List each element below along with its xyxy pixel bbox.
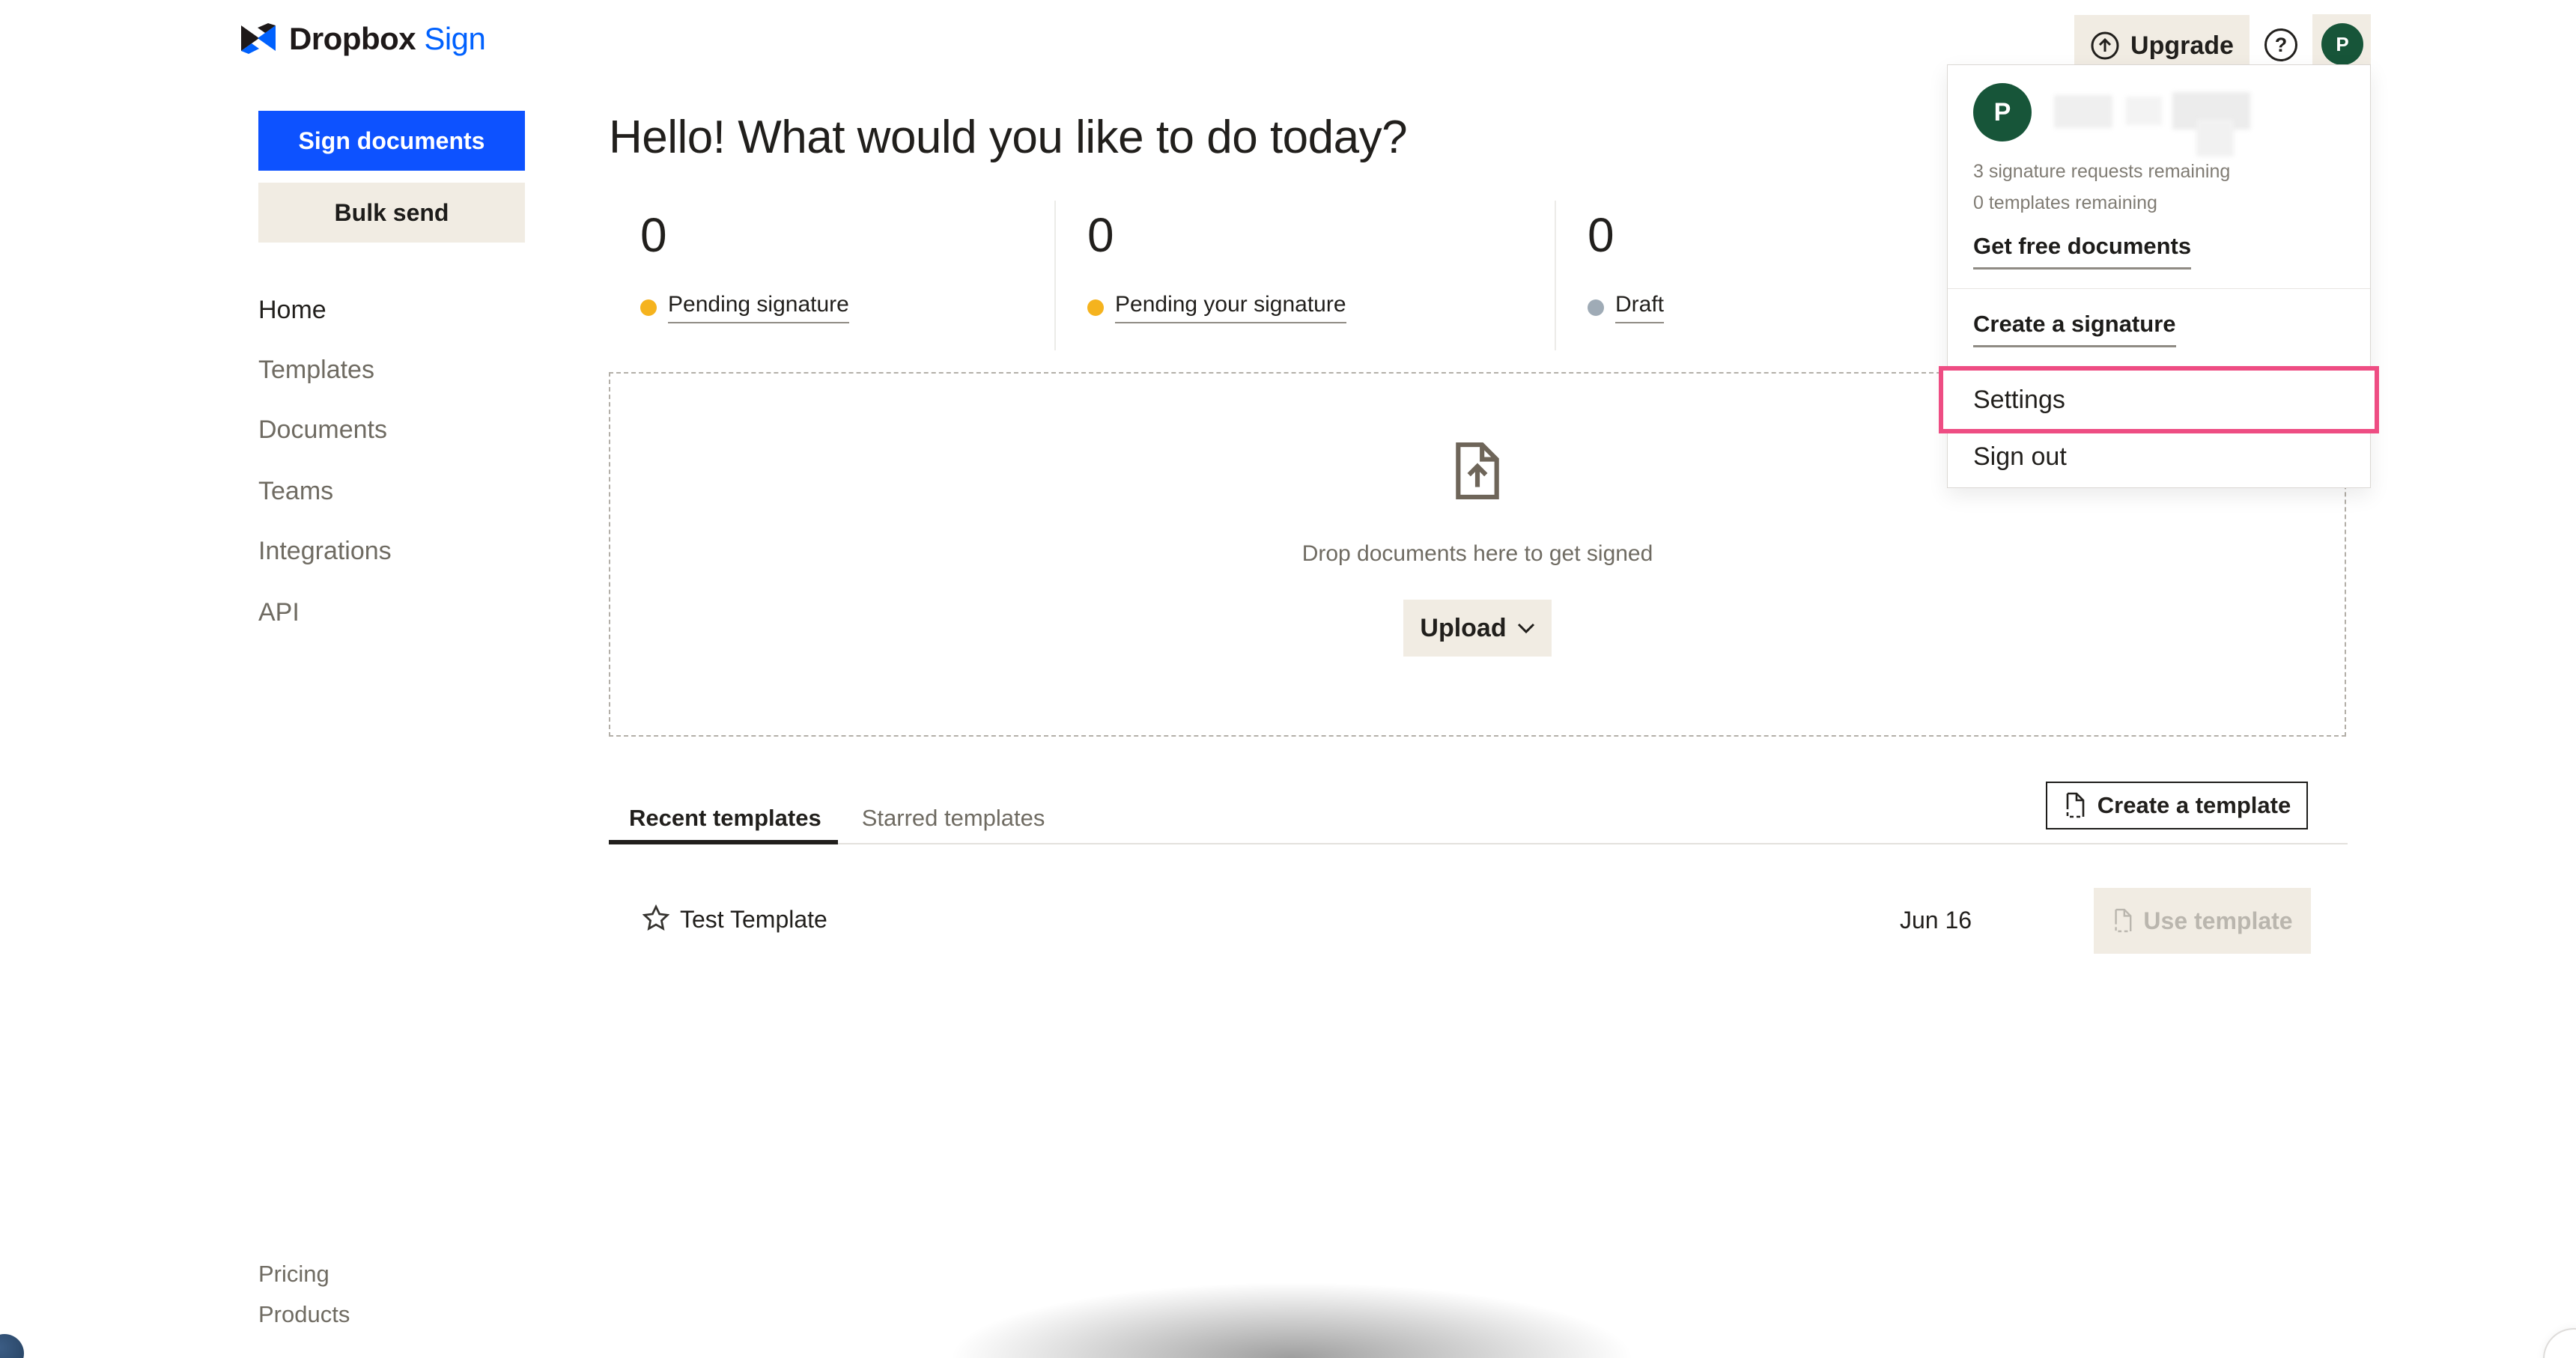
star-outline-icon[interactable] [643, 904, 669, 931]
account-dropdown-menu: P 3 signature requests remaining 0 templ… [1939, 64, 2379, 488]
stat-pending-your-signature: 0 Pending your signature [1056, 201, 1556, 350]
sidebar-item-teams[interactable]: Teams [258, 476, 334, 505]
yellow-status-dot-icon [1087, 299, 1104, 316]
stat-pending-signature: 0 Pending signature [609, 201, 1056, 350]
page-title: Hello! What would you like to do today? [609, 112, 1408, 163]
sidebar-item-api[interactable]: API [258, 597, 300, 627]
pricing-link[interactable]: Pricing [258, 1261, 329, 1287]
chevron-down-icon [1517, 623, 1535, 633]
help-button[interactable]: ? [2264, 28, 2297, 61]
redacted-name-block [2126, 97, 2162, 125]
tabs-divider [609, 843, 2348, 844]
template-date: Jun 16 [1900, 907, 1972, 934]
draft-link[interactable]: Draft [1615, 292, 1665, 323]
signature-requests-remaining: 3 signature requests remaining [1973, 161, 2231, 182]
sidebar-item-templates[interactable]: Templates [258, 355, 374, 384]
template-name: Test Template [680, 906, 827, 933]
bulk-send-button[interactable]: Bulk send [258, 183, 525, 243]
dropzone-message: Drop documents here to get signed [1301, 541, 1653, 566]
grey-status-dot-icon [1588, 299, 1604, 316]
templates-remaining: 0 templates remaining [1973, 192, 2157, 213]
avatar: P [1973, 83, 2032, 141]
document-dropzone[interactable]: Drop documents here to get signed Upload [609, 372, 2346, 737]
sign-documents-button[interactable]: Sign documents [258, 111, 525, 171]
products-link[interactable]: Products [258, 1301, 350, 1327]
document-dashed-icon [2063, 792, 2086, 819]
question-mark-icon: ? [2274, 33, 2288, 56]
bottom-overlay-shadow [861, 1253, 1722, 1358]
upload-button[interactable]: Upload [1403, 600, 1552, 657]
stat-value: 0 [1087, 208, 1114, 262]
menu-divider [1948, 288, 2370, 289]
logo-wordmark: Dropbox Sign [289, 21, 486, 56]
dropbox-sign-logo-icon [240, 23, 277, 55]
sidebar-item-integrations[interactable]: Integrations [258, 536, 392, 565]
yellow-status-dot-icon [640, 299, 657, 316]
menu-item-sign-out[interactable]: Sign out [1973, 442, 2067, 471]
redacted-name-block [2054, 95, 2112, 128]
templates-tabs: Recent templates Starred templates [609, 796, 1065, 841]
stat-value: 0 [1588, 208, 1614, 262]
settings-highlight-annotation: Settings [1939, 366, 2379, 433]
stat-draft: 0 Draft [1556, 201, 2080, 350]
template-row[interactable]: Test Template Jun 16 Use template [609, 883, 2348, 954]
use-template-button[interactable]: Use template [2094, 888, 2311, 954]
menu-item-settings[interactable]: Settings [1973, 385, 2065, 414]
chat-bubble-edge[interactable] [0, 1334, 24, 1358]
create-template-button[interactable]: Create a template [2046, 782, 2308, 829]
account-avatar-button[interactable]: P [2321, 23, 2363, 65]
tab-recent-templates[interactable]: Recent templates [629, 805, 821, 831]
create-a-signature-link[interactable]: Create a signature [1973, 311, 2176, 347]
sidebar-item-home[interactable]: Home [258, 295, 326, 324]
redacted-name-block [2196, 119, 2234, 156]
pending-your-signature-link[interactable]: Pending your signature [1115, 292, 1346, 323]
active-tab-indicator [609, 840, 838, 844]
document-dashed-icon [2112, 908, 2133, 934]
get-free-documents-link[interactable]: Get free documents [1973, 233, 2192, 270]
pending-signature-link[interactable]: Pending signature [668, 292, 849, 323]
tab-starred-templates[interactable]: Starred templates [861, 805, 1045, 831]
document-upload-icon [1453, 442, 1501, 499]
dropbox-sign-logo[interactable]: Dropbox Sign [240, 21, 486, 57]
arrow-up-circle-icon [2090, 31, 2120, 61]
document-stats: 0 Pending signature 0 Pending your signa… [609, 201, 2103, 350]
widget-bubble-edge[interactable] [2543, 1328, 2576, 1358]
upgrade-button[interactable]: Upgrade [2074, 15, 2250, 76]
stat-value: 0 [640, 208, 667, 262]
sidebar-item-documents[interactable]: Documents [258, 415, 387, 444]
